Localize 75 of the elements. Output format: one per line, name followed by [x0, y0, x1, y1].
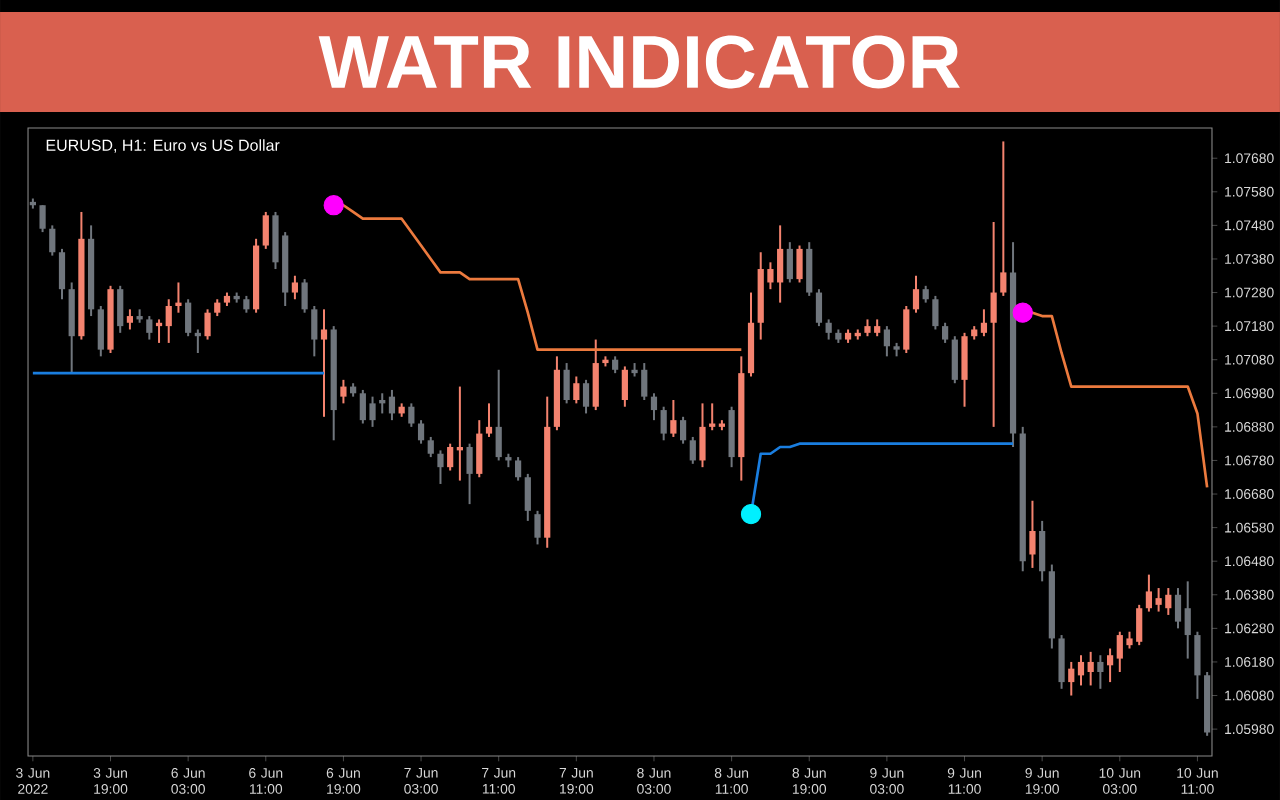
candlestick: [951, 335, 958, 385]
candlestick: [388, 388, 396, 422]
candlestick: [1194, 630, 1201, 700]
candlestick: [320, 308, 328, 418]
candlestick: [786, 241, 793, 284]
candlestick: [806, 241, 813, 297]
candlestick: [903, 304, 910, 354]
candlestick: [796, 244, 803, 284]
candlestick: [427, 435, 434, 459]
candlestick: [689, 435, 696, 465]
candlestick: [126, 308, 134, 331]
candlestick: [1058, 634, 1065, 690]
candlestick: [621, 365, 628, 408]
candlestick: [1000, 140, 1007, 297]
candlestick: [1184, 580, 1191, 660]
point: [1012, 302, 1033, 323]
candlestick: [39, 204, 46, 234]
candlestick: [204, 308, 211, 341]
candlestick: [291, 274, 299, 301]
candlestick: [563, 362, 570, 405]
point: [740, 504, 762, 525]
chart-title: WATR INDICATOR: [318, 35, 960, 89]
text: EURUSD, H1: Euro vs US Dollar: [46, 139, 280, 153]
candlestick: [1174, 587, 1182, 630]
candlestick: [582, 378, 590, 415]
candlestick: [1097, 654, 1104, 690]
candlestick: [1106, 647, 1114, 684]
candlestick: [417, 419, 425, 445]
candlestick: [1029, 499, 1036, 569]
candlestick: [932, 294, 939, 331]
candlestick: [447, 442, 454, 472]
candlestick: [670, 399, 677, 438]
candlestick: [699, 402, 706, 469]
candlestick: [592, 338, 599, 412]
candlestick: [1087, 650, 1094, 687]
candlestick: [117, 284, 124, 334]
candlestick: [185, 298, 192, 338]
candlestick: [942, 321, 949, 344]
candlestick: [165, 298, 172, 344]
candlestick: [961, 331, 968, 408]
candlestick: [262, 210, 269, 250]
candlestick: [485, 402, 493, 438]
candlestick: [679, 415, 687, 445]
candlestick: [1068, 660, 1075, 697]
candlestick: [515, 456, 522, 482]
candlestick: [408, 402, 415, 428]
candlestick: [49, 224, 56, 257]
candlestick: [1039, 519, 1046, 583]
candlestick: [524, 472, 531, 522]
point: [323, 195, 344, 216]
candlestick: [58, 247, 66, 301]
candlestick: [301, 278, 308, 314]
candlestick: [534, 509, 541, 546]
candlestick: [912, 274, 920, 314]
candlestick: [883, 325, 890, 358]
candlestick: [476, 419, 483, 479]
candlestick: [437, 449, 444, 485]
candlestick: [660, 405, 667, 442]
candlestick: [340, 378, 347, 405]
candlestick: [68, 281, 75, 375]
candlestick: [980, 308, 988, 338]
candlestick: [495, 368, 502, 462]
candlestick: [466, 442, 473, 506]
candlestick: [728, 405, 735, 469]
candlestick: [1145, 573, 1153, 613]
candlestick: [175, 281, 182, 314]
candlestick: [815, 288, 823, 328]
candlestick: [97, 304, 104, 358]
candlestick: [146, 315, 153, 341]
candlestick: [825, 318, 832, 341]
candlestick: [1077, 654, 1085, 687]
candlestick: [573, 375, 580, 405]
candlestick: [650, 392, 658, 422]
candlestick: [311, 304, 318, 358]
candlestick: [990, 221, 997, 428]
